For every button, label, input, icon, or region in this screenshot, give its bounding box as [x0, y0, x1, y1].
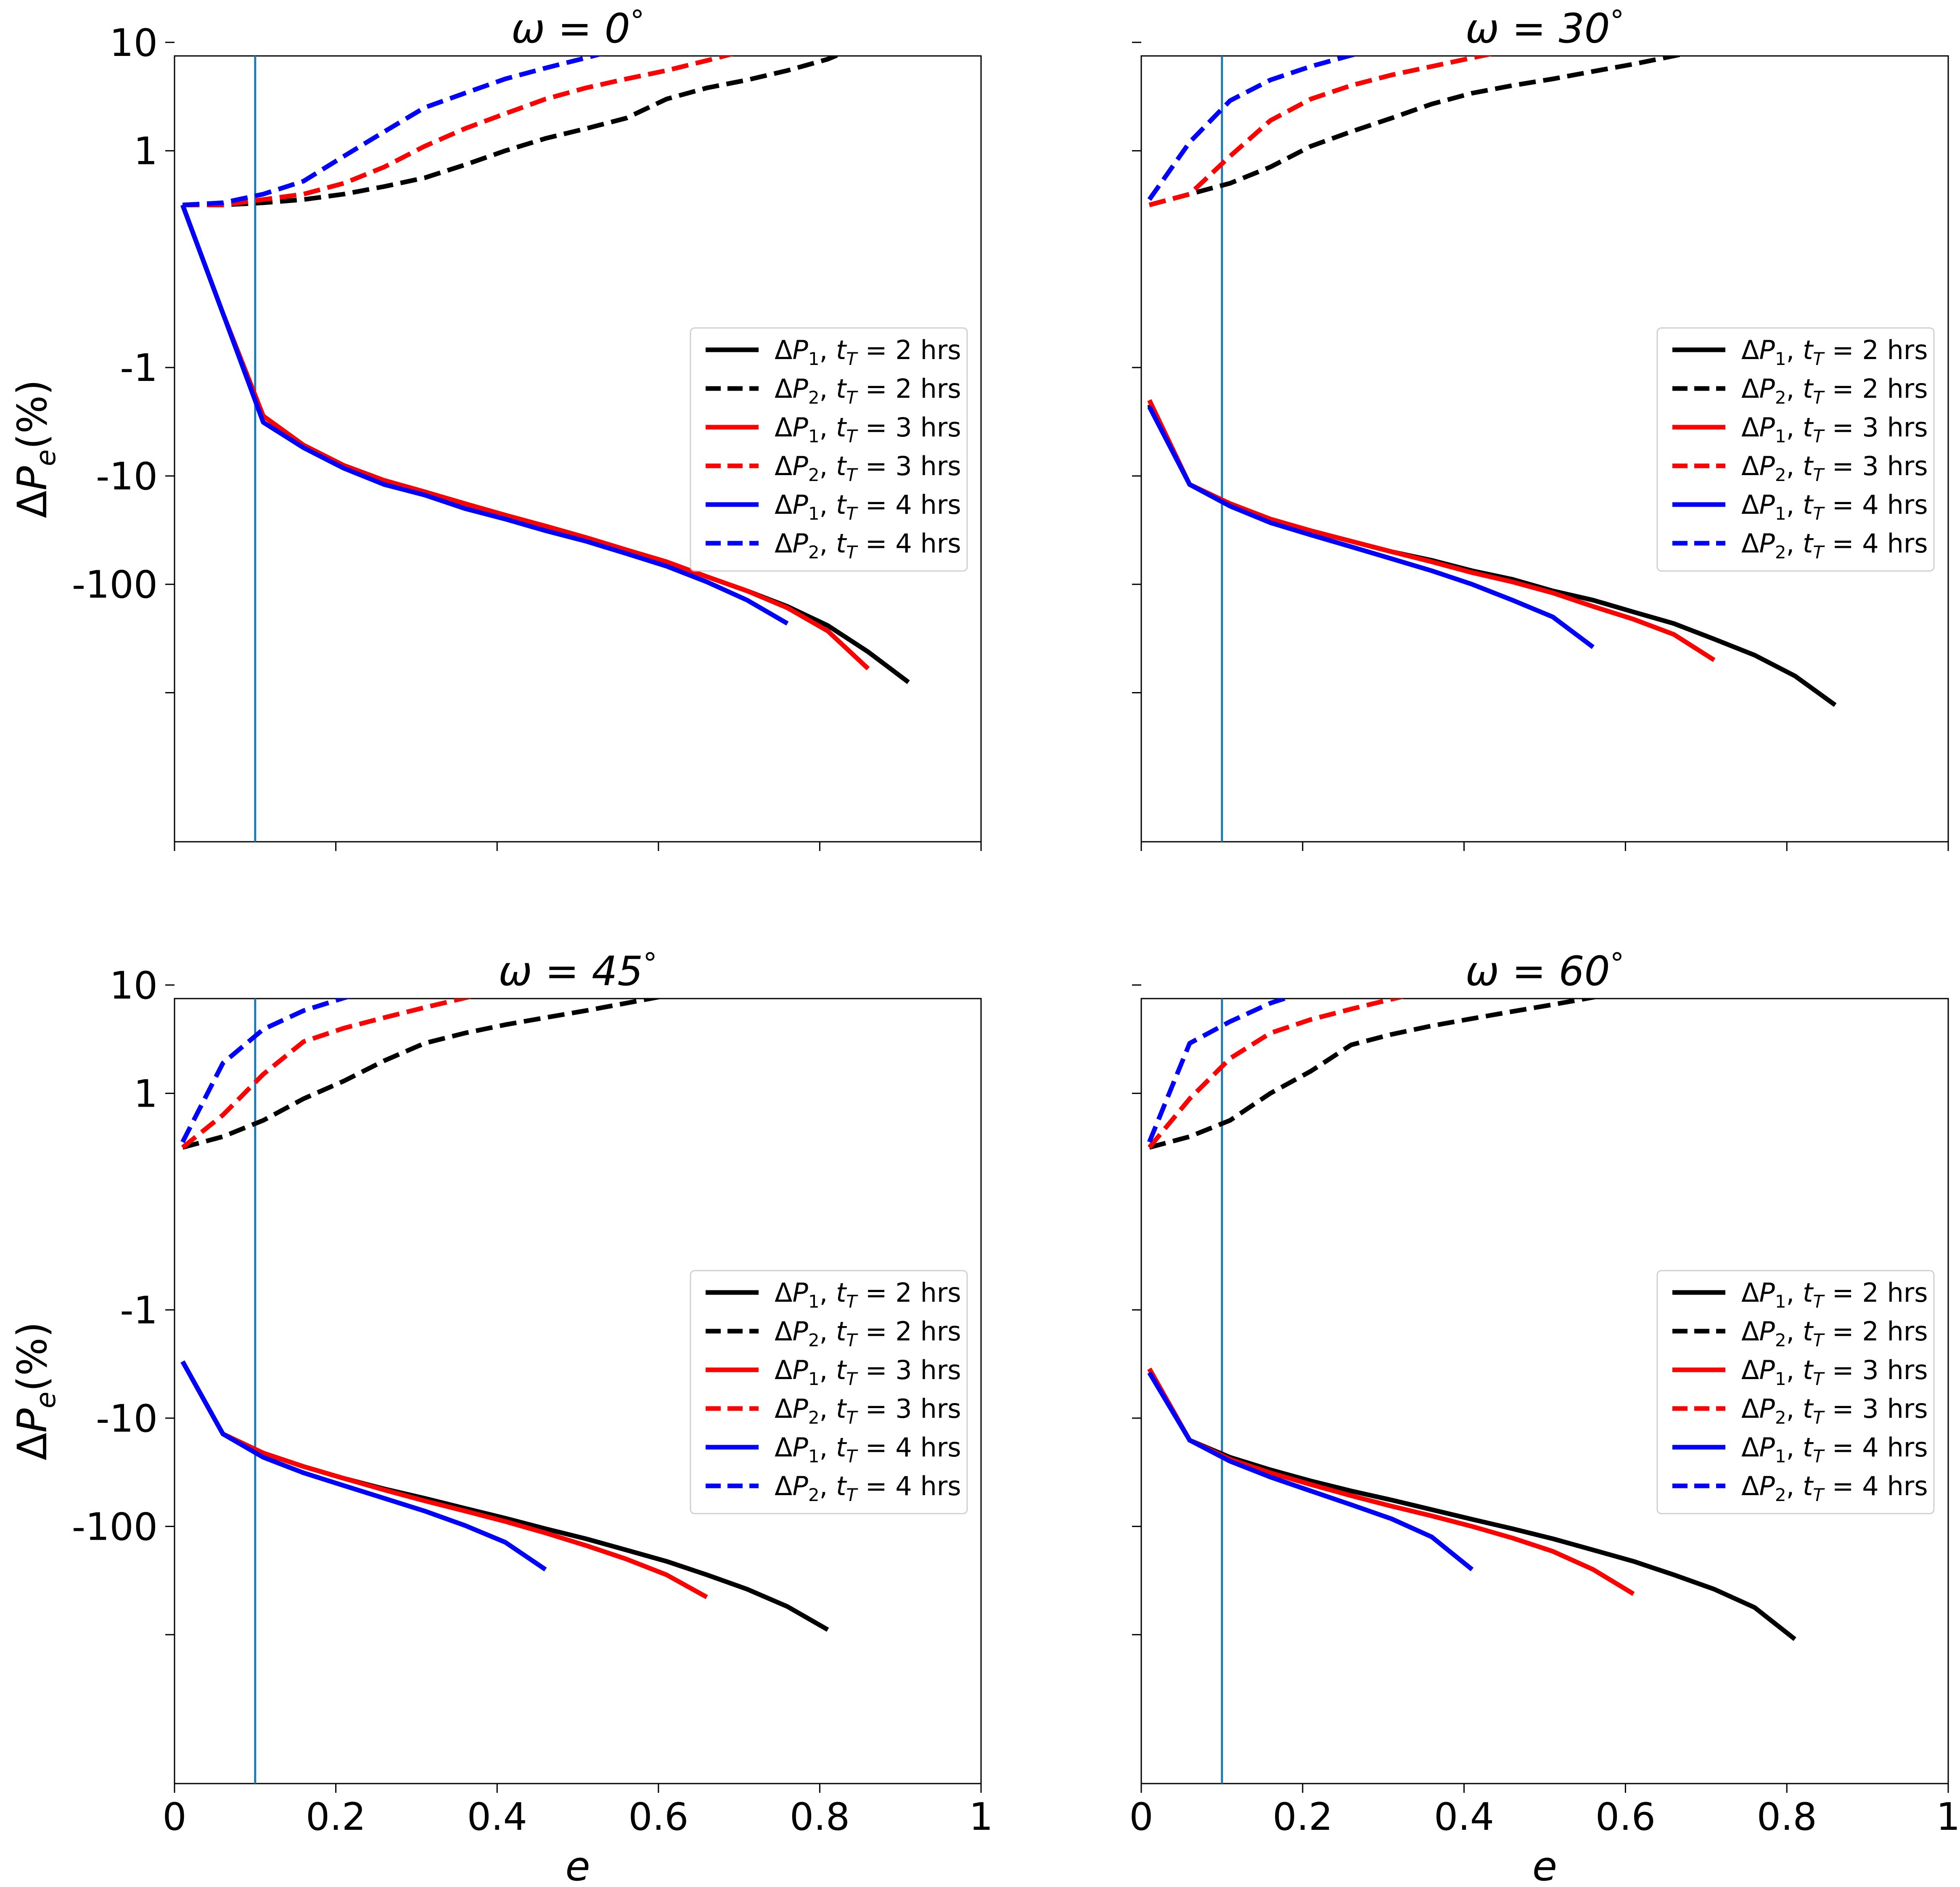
series-group: [1147, 56, 1837, 707]
legend-label: ΔP1, tT = 4 hrs: [775, 1432, 961, 1467]
x-axis-label: e: [1532, 1843, 1557, 1887]
x-tick-label: 1: [969, 1795, 993, 1839]
legend-label: ΔP2, tT = 4 hrs: [1741, 1471, 1928, 1505]
legend-label: ΔP2, tT = 3 hrs: [1741, 1393, 1928, 1428]
legend-label: ΔP1, tT = 4 hrs: [1741, 1432, 1928, 1467]
axes-frame: [1140, 998, 1949, 1784]
legend-label: ΔP1, tT = 3 hrs: [1741, 412, 1928, 447]
legend-label: ΔP1, tT = 2 hrs: [775, 1277, 961, 1312]
x-tick-label: 0.8: [1757, 1795, 1817, 1839]
y-tick-label: -1: [120, 346, 158, 390]
legend-label: ΔP2, tT = 3 hrs: [1741, 451, 1928, 485]
y-tick-label: 10: [109, 964, 158, 1008]
series-line-4: [1147, 1371, 1474, 1572]
legend-label: ΔP1, tT = 2 hrs: [1741, 335, 1928, 369]
y-tick-label: -100: [72, 1505, 158, 1549]
y-tick-label: -10: [96, 1397, 158, 1441]
x-tick-label: 0.4: [1434, 1795, 1494, 1839]
chart-panel-3: ω = 60° 0 0.2 0.4 0.6 0.8 1 e ΔP1, tT = 2 hrs ΔP2…: [1129, 947, 1960, 1887]
x-tick-label: 0: [1129, 1795, 1153, 1839]
legend-label: ΔP2, tT = 4 hrs: [775, 528, 961, 563]
legend-label: ΔP1, tT = 2 hrs: [1741, 1277, 1928, 1312]
legend-label: ΔP2, tT = 2 hrs: [775, 1316, 961, 1350]
series-line-3: [1148, 56, 1493, 207]
series-line-3: [1147, 999, 1405, 1149]
y-tick-label: -1: [120, 1288, 158, 1332]
legend: ΔP1, tT = 2 hrs ΔP2, tT = 2 hrs ΔP1, tT = …: [690, 1270, 968, 1514]
chart-title: ω = 45°: [498, 947, 657, 995]
x-tick-label: 0.2: [1272, 1795, 1333, 1839]
series-line-4: [180, 1360, 547, 1572]
chart-title: ω = 60°: [1465, 947, 1624, 995]
x-axis-label: e: [565, 1843, 590, 1887]
axes-frame: [174, 55, 982, 843]
chart-title: ω = 30°: [1465, 4, 1624, 52]
legend-label: ΔP2, tT = 4 hrs: [775, 1471, 961, 1505]
legend: ΔP1, tT = 2 hrs ΔP2, tT = 2 hrs ΔP1, tT = …: [1656, 1270, 1935, 1514]
legend-label: ΔP1, tT = 4 hrs: [1741, 489, 1928, 524]
series-line-5: [1147, 999, 1292, 1143]
legend-box: [690, 1270, 968, 1514]
x-tick-label: 0.4: [467, 1795, 527, 1839]
legend-box: [690, 327, 968, 572]
series-line-5: [182, 56, 603, 207]
series-group: [180, 999, 829, 1632]
series-line-1: [182, 999, 663, 1150]
y-tick-label: 10: [109, 21, 158, 65]
legend-label: ΔP2, tT = 2 hrs: [1741, 373, 1928, 408]
legend-label: ΔP2, tT = 3 hrs: [775, 451, 961, 485]
series-group: [1147, 999, 1796, 1641]
axes-frame: [1140, 55, 1949, 843]
series-group: [180, 56, 910, 684]
series-line-1: [1148, 999, 1599, 1150]
legend-label: ΔP1, tT = 3 hrs: [775, 412, 961, 447]
legend-label: ΔP2, tT = 3 hrs: [775, 1393, 961, 1428]
y-tick-label: -100: [72, 563, 158, 607]
x-tick-label: 1: [1936, 1795, 1960, 1839]
x-tick-label: 0.6: [628, 1795, 688, 1839]
x-tick-label: 0.2: [306, 1795, 366, 1839]
series-line-2: [180, 204, 870, 671]
legend-label: ΔP2, tT = 2 hrs: [775, 373, 961, 408]
legend-label: ΔP2, tT = 2 hrs: [1741, 1316, 1928, 1350]
y-tick-label: -10: [96, 455, 158, 499]
x-tick-label: 0: [162, 1795, 186, 1839]
legend: ΔP1, tT = 2 hrs ΔP2, tT = 2 hrs ΔP1, tT = …: [1656, 327, 1935, 572]
y-axis-label: ΔPe(%): [9, 1322, 62, 1461]
series-line-0: [1147, 1367, 1796, 1641]
y-axis-label: ΔPe(%): [9, 380, 62, 518]
legend-label: ΔP1, tT = 4 hrs: [775, 489, 961, 524]
series-line-3: [181, 999, 473, 1150]
legend-label: ΔP1, tT = 2 hrs: [775, 335, 961, 369]
legend: ΔP1, tT = 2 hrs ΔP2, tT = 2 hrs ΔP1, tT = …: [690, 327, 968, 572]
legend-box: [1656, 327, 1935, 572]
legend-box: [1656, 1270, 1935, 1514]
legend-label: ΔP2, tT = 4 hrs: [1741, 528, 1928, 563]
axes-frame: [174, 998, 982, 1784]
x-tick-label: 0.6: [1595, 1795, 1656, 1839]
legend-label: ΔP1, tT = 3 hrs: [1741, 1355, 1928, 1389]
y-tick-label: 1: [134, 130, 158, 174]
series-line-1: [183, 56, 842, 207]
x-tick-label: 0.8: [790, 1795, 850, 1839]
series-line-4: [1147, 405, 1595, 649]
series-line-2: [1147, 399, 1716, 662]
chart-title: ω = 0°: [511, 4, 644, 52]
y-tick-label: 1: [134, 1072, 158, 1116]
series-line-2: [180, 1360, 708, 1599]
legend-label: ΔP1, tT = 3 hrs: [775, 1355, 961, 1389]
series-line-4: [180, 204, 789, 626]
